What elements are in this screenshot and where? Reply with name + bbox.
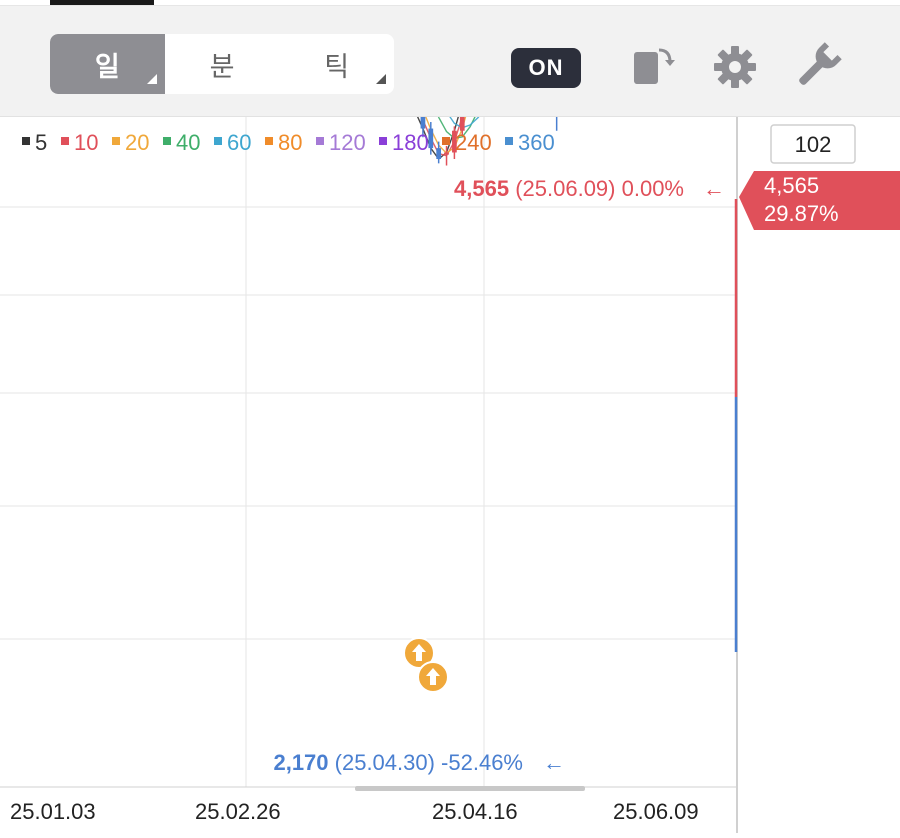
x-axis-label: 25.04.16 <box>432 799 518 824</box>
legend-swatch <box>265 137 273 145</box>
chart-toolbar: 일 분 틱 ON <box>0 6 900 117</box>
dropdown-corner-icon <box>146 74 157 84</box>
gear-icon[interactable] <box>710 42 760 92</box>
on-toggle-button[interactable]: ON <box>511 48 581 88</box>
top-tab-indicator <box>50 0 154 5</box>
legend-label: 120 <box>329 130 366 155</box>
legend-label: 180 <box>392 130 429 155</box>
x-axis-label: 25.02.26 <box>195 799 281 824</box>
candle <box>436 141 442 164</box>
x-axis-label: 25.06.09 <box>613 799 699 824</box>
tab-minute[interactable]: 분 <box>165 34 280 94</box>
legend-label: 5 <box>35 130 47 155</box>
low-arrow: ← <box>543 750 565 775</box>
high-price-value: 4,565 <box>454 176 515 201</box>
legend-item: 360 <box>505 130 555 155</box>
low-price-pct: -52.46% <box>441 750 523 775</box>
legend-item: 120 <box>316 130 366 155</box>
candle <box>428 122 434 155</box>
legend-item: 10 <box>61 130 98 155</box>
legend-swatch <box>61 137 69 145</box>
tab-minute-label: 분 <box>209 51 235 82</box>
legend-label: 40 <box>176 130 200 155</box>
legend-swatch <box>316 137 324 145</box>
legend-swatch <box>379 137 387 145</box>
candle-body <box>436 148 442 159</box>
legend-label: 60 <box>227 130 251 155</box>
candle-body <box>428 128 434 149</box>
value-box-frame <box>770 124 856 164</box>
legend-swatch <box>505 137 513 145</box>
dropdown-corner-icon <box>376 74 387 84</box>
low-price-note: 2,170 (25.04.30) -52.46% <box>273 750 523 775</box>
high-price-note: 4,565 (25.06.09) 0.00% <box>454 176 684 201</box>
rotate-screen-icon[interactable] <box>628 42 678 92</box>
legend-item: 5 <box>22 130 47 155</box>
legend-swatch <box>112 137 120 145</box>
overlay-layer: 102 4,565 29.87% <box>403 124 900 693</box>
scrollbar-thumb <box>355 786 585 791</box>
legend-item: 80 <box>265 130 302 155</box>
legend-swatch <box>442 137 450 145</box>
tab-tick[interactable]: 틱 <box>279 34 394 94</box>
candle <box>554 2 560 131</box>
price-tag-shape <box>739 171 900 230</box>
candle-body <box>444 152 449 155</box>
period-selector: 일 분 틱 <box>50 34 394 94</box>
tab-day[interactable]: 일 <box>50 34 165 94</box>
high-price-date: (25.06.09) <box>515 176 621 201</box>
candle <box>444 145 449 166</box>
legend-item: 240 <box>442 130 492 155</box>
signal-arrow <box>426 668 440 685</box>
top-divider <box>0 5 900 6</box>
high-low-notes: 4,565 (25.06.09) 0.00% ← 2,170 (25.04.30) … <box>273 176 725 775</box>
legend-label: 20 <box>125 130 149 155</box>
buy-signal-icon <box>403 637 435 669</box>
ma-line-60 <box>285 0 606 129</box>
x-axis-labels: 25.01.03 25.02.26 25.04.16 25.06.09 <box>10 799 699 824</box>
candle-body <box>452 130 457 153</box>
legend-swatch <box>22 137 30 145</box>
price-tag-change: 29.87% <box>764 201 839 226</box>
legend-label: 80 <box>278 130 302 155</box>
value-box: 102 <box>770 124 856 164</box>
buy-signal-icon <box>417 661 449 693</box>
high-arrow: ← <box>703 176 725 201</box>
candle <box>452 126 457 159</box>
signal-arrow <box>412 644 426 661</box>
legend-swatch <box>163 137 171 145</box>
wrench-icon[interactable] <box>792 42 842 92</box>
value-box-text: 102 <box>795 132 832 157</box>
legend-swatch <box>214 137 222 145</box>
legend-item: 40 <box>163 130 200 155</box>
current-price-tag: 4,565 29.87% <box>739 171 900 230</box>
legend-item: 180 <box>379 130 429 155</box>
legend-item: 20 <box>112 130 149 155</box>
candle-body <box>420 111 426 129</box>
legend-label: 360 <box>518 130 555 155</box>
chart-grid <box>0 117 738 833</box>
low-price-value: 2,170 <box>273 750 334 775</box>
tab-tick-label: 틱 <box>324 51 350 82</box>
price-tag-price: 4,565 <box>764 173 819 198</box>
x-axis-label: 25.01.03 <box>10 799 96 824</box>
candle-body <box>459 102 465 131</box>
legend-label: 240 <box>455 130 492 155</box>
high-price-pct: 0.00% <box>622 176 684 201</box>
low-price-date: (25.04.30) <box>335 750 441 775</box>
tab-day-label: 일 <box>94 51 120 82</box>
legend-item: 60 <box>214 130 251 155</box>
ma-legend: 5 10 20 40 60 80 120 180 240 360 <box>22 130 555 155</box>
legend-label: 10 <box>74 130 98 155</box>
